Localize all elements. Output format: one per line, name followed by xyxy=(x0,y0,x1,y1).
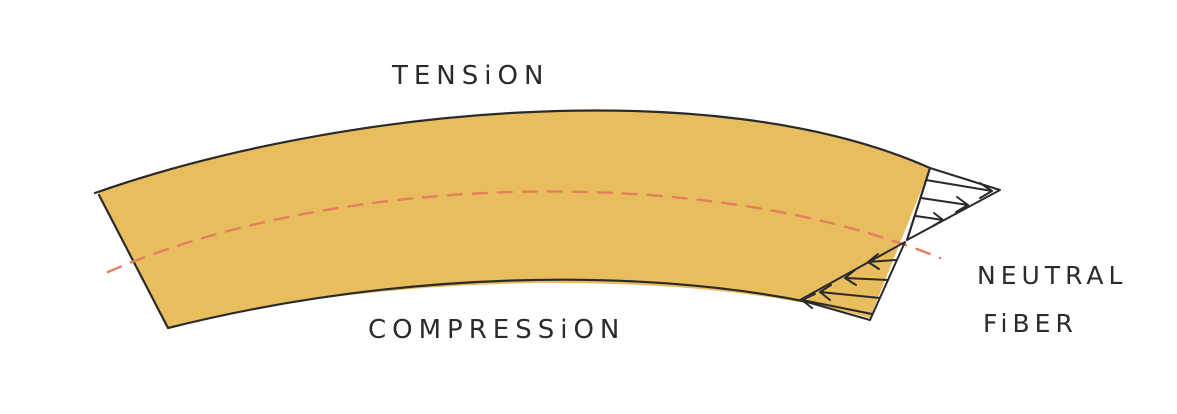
tension-stress-distribution xyxy=(906,167,1001,241)
tension-arrow-1-head xyxy=(979,182,993,199)
compression-label: COMPRESSiON xyxy=(368,315,625,345)
compression-arrow-1 xyxy=(867,259,897,263)
compression-arrow-2-head xyxy=(844,269,857,286)
compression-arrow-3-head xyxy=(819,284,832,301)
compression-stress-distribution xyxy=(799,241,906,321)
compression-arrow-3 xyxy=(819,291,881,299)
neutral-axis-line xyxy=(106,190,942,274)
beam-bottom-edge xyxy=(166,278,810,330)
tension-arrow-1 xyxy=(925,179,993,192)
compression-arrow-4 xyxy=(801,299,873,315)
tension-arrow-3 xyxy=(915,215,944,221)
beam-top-edge xyxy=(93,109,932,195)
neutral-fiber-label-line1: NEUTRAL xyxy=(977,261,1127,290)
neutral-fiber-label-line2: FiBER xyxy=(983,309,1078,338)
beam-body xyxy=(98,110,930,327)
compression-arrow-1-head xyxy=(867,253,880,270)
tension-arrow-2 xyxy=(920,197,969,206)
tension-label: TENSiON xyxy=(391,61,549,91)
compression-arrow-4-head xyxy=(801,293,816,309)
tension-arrow-3-head xyxy=(932,212,944,227)
compression-arrow-2 xyxy=(844,277,889,281)
tension-arrow-2-head xyxy=(955,196,969,213)
